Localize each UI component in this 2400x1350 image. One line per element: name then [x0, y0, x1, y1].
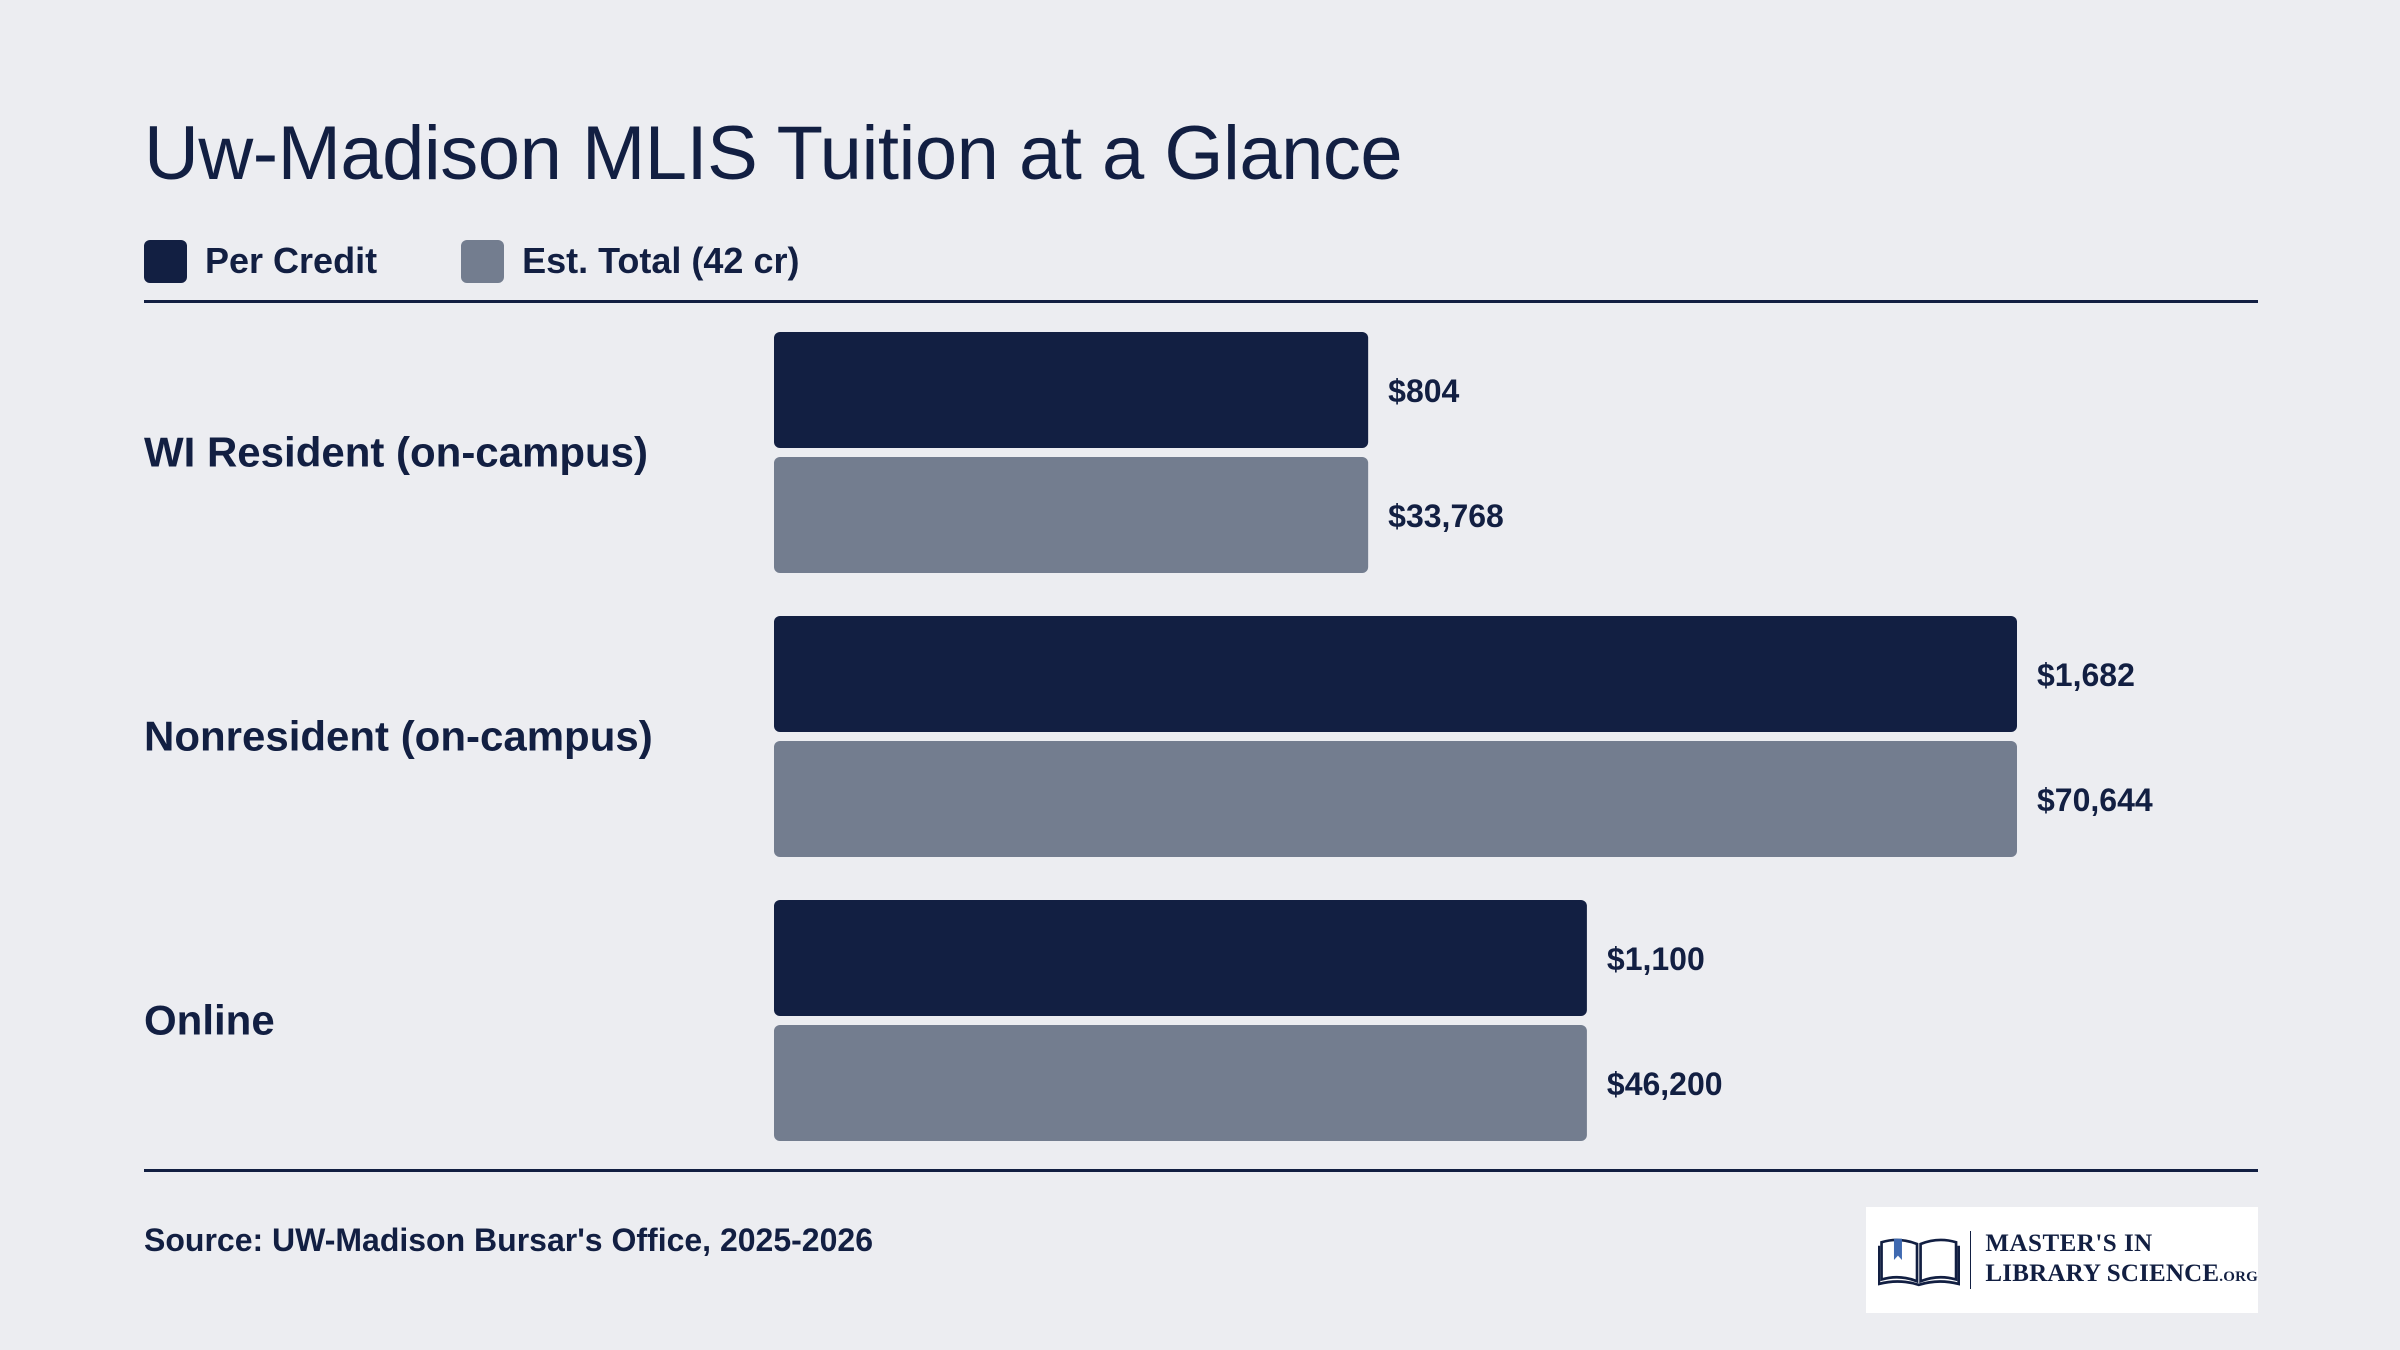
- source-note: Source: UW-Madison Bursar's Office, 2025…: [144, 1222, 873, 1258]
- logo-line-1: MASTER'S IN: [1985, 1229, 2153, 1257]
- bottom-rule: [144, 1169, 2258, 1172]
- category-label: WI Resident (on-campus): [144, 429, 648, 476]
- category-label: Online: [144, 997, 275, 1044]
- bar-est-total: [774, 457, 1369, 573]
- open-book-icon: [1878, 1238, 1960, 1287]
- top-rule: [144, 300, 2258, 303]
- legend-label-est-total: Est. Total (42 cr): [522, 240, 800, 281]
- data-label-per-credit: $1,100: [1607, 941, 1705, 977]
- logo-line-2: LIBRARY SCIENCE.ORG: [1985, 1259, 2258, 1292]
- data-label-per-credit: $1,682: [2037, 657, 2135, 693]
- site-logo[interactable]: MASTER'S IN LIBRARY SCIENCE.ORG: [1866, 1207, 2258, 1313]
- legend-swatch-per-credit: [144, 239, 187, 283]
- logo-line-2-text: LIBRARY SCIENCE: [1985, 1259, 2220, 1287]
- bar-est-total: [774, 1025, 1587, 1141]
- category-label: Nonresident (on-campus): [144, 713, 653, 760]
- bar-est-total: [774, 741, 2017, 857]
- legend-item-est-total: Est. Total (42 cr): [461, 239, 800, 283]
- legend-item-per-credit: Per Credit: [144, 239, 378, 283]
- data-label-est-total: $46,200: [1607, 1066, 1723, 1102]
- bar-per-credit: [774, 616, 2017, 732]
- logo-divider: [1969, 1231, 1972, 1289]
- logo-wordmark: MASTER'S IN LIBRARY SCIENCE.ORG: [1985, 1229, 2258, 1292]
- data-label-est-total: $70,644: [2037, 782, 2153, 818]
- data-label-per-credit: $804: [1388, 373, 1459, 409]
- logo-org-suffix: .ORG: [2219, 1268, 2258, 1285]
- legend-swatch-est-total: [461, 239, 505, 283]
- bar-per-credit: [774, 900, 1587, 1016]
- data-label-est-total: $33,768: [1388, 498, 1504, 534]
- chart-title: Uw-Madison MLIS Tuition at a Glance: [144, 111, 1403, 196]
- bar-per-credit: [774, 332, 1369, 448]
- legend-label-per-credit: Per Credit: [205, 240, 378, 281]
- chart-legend: Per Credit Est. Total (42 cr): [144, 238, 883, 284]
